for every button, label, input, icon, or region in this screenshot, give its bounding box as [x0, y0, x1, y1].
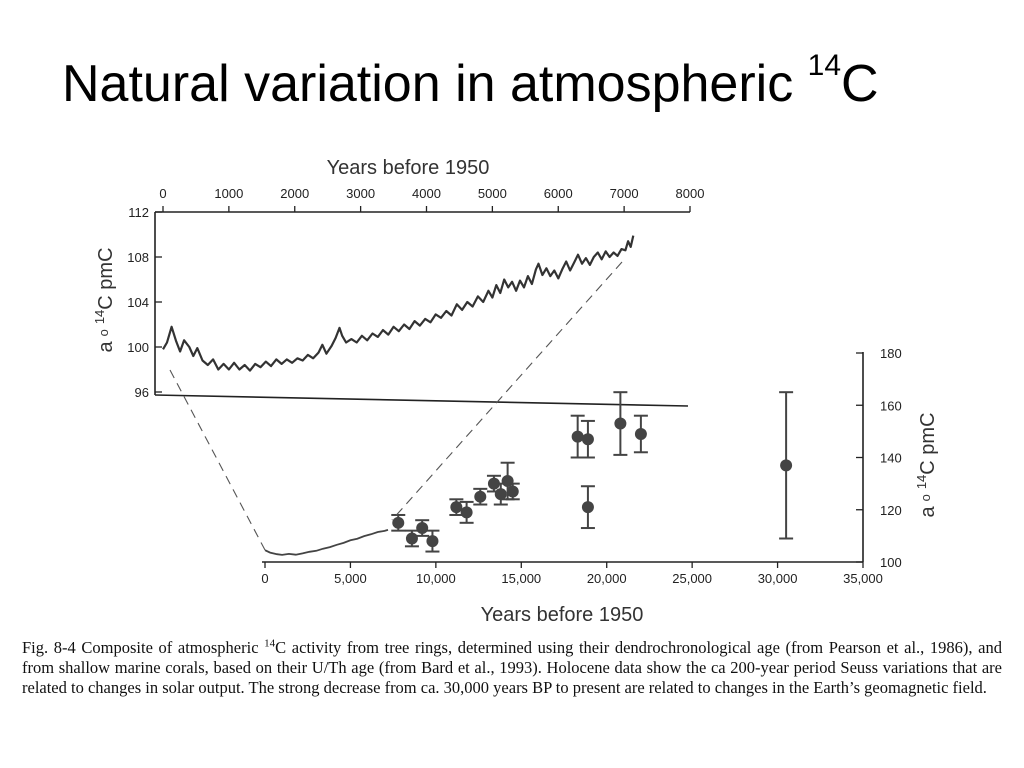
- bottom-x-tick-label: 30,000: [758, 571, 798, 586]
- slide-title-text: Natural variation in atmospheric: [62, 55, 808, 113]
- composite-figure: 0 1000 2000 3000 4000 5000 6000 7000 8000 961001…: [92, 157, 939, 626]
- data-point-marker: [506, 485, 519, 498]
- top-x-tick-label: 6000: [544, 186, 573, 201]
- bottom-x-tick-label: 25,000: [672, 571, 712, 586]
- top-y-tick-label: 108: [127, 250, 149, 265]
- bottom-x-tick-label: 35,000: [843, 571, 883, 586]
- bottom-x-tick-label: 10,000: [416, 571, 456, 586]
- data-point-marker: [405, 532, 418, 545]
- bottom-y-tick-label: 120: [880, 503, 902, 518]
- bottom-y-tick-label: 100: [880, 555, 902, 570]
- data-point-marker: [581, 501, 594, 514]
- bottom-x-tick-label: 20,000: [587, 571, 627, 586]
- top-y-axis-title: ao 14C pmC: [92, 247, 117, 352]
- data-point-marker: [460, 506, 473, 519]
- connector-dashed-right: [391, 261, 623, 521]
- data-point-marker: [614, 417, 627, 430]
- connector-dashed-left: [169, 369, 266, 551]
- top-y-title-a: a: [95, 341, 117, 353]
- top-x-ticks: 0 1000 2000 3000 4000 5000 6000 7000 8000: [159, 186, 704, 212]
- data-point-marker: [571, 430, 584, 443]
- bottom-x-tick-label: 5,000: [334, 571, 367, 586]
- figure-caption: Fig. 8-4 Composite of atmospheric 14C ac…: [22, 638, 1002, 698]
- top-y-tick-label: 96: [135, 385, 149, 400]
- slide-title: Natural variation in atmospheric 14C: [62, 49, 879, 116]
- bottom-x-axis-title: Years before 1950: [481, 604, 644, 626]
- coral-data-point: [505, 482, 520, 501]
- top-x-tick-label: 8000: [676, 186, 705, 201]
- data-point-marker: [416, 522, 429, 535]
- data-point-marker: [474, 490, 487, 503]
- caption-sup: 14: [264, 637, 276, 650]
- bottom-y-tick-label: 180: [880, 346, 902, 361]
- coral-chart: 0 5,000 10,000 15,000 20,000 25,000 30,000 35,0…: [261, 346, 939, 626]
- coral-data-point: [449, 498, 464, 516]
- data-point-marker: [450, 501, 463, 514]
- bottom-y-title-o: o: [918, 494, 933, 501]
- bottom-y-tick-label: 140: [880, 451, 902, 466]
- slide-title-sup: 14: [807, 49, 842, 82]
- bottom-x-tick-label: 0: [261, 571, 268, 586]
- coral-data-point: [459, 500, 474, 524]
- data-point-marker: [494, 488, 507, 501]
- top-x-tick-label: 3000: [346, 186, 375, 201]
- coral-data-point: [425, 529, 440, 553]
- coral-data-points: [391, 391, 794, 553]
- top-x-tick-label: 0: [159, 186, 166, 201]
- coral-data-point: [633, 414, 648, 454]
- bottom-y-title-rest: C pmC: [917, 412, 939, 474]
- top-x-tick-label: 7000: [610, 186, 639, 201]
- coral-data-point: [779, 391, 794, 540]
- top-y-title-sup: 14: [92, 310, 107, 324]
- top-y-tick-label: 112: [128, 205, 149, 220]
- coral-data-point: [391, 513, 406, 532]
- data-point-marker: [392, 516, 405, 529]
- coral-data-point: [404, 529, 419, 548]
- top-y-ticks: 96 100 104 108 112: [127, 205, 162, 400]
- top-y-tick-label: 100: [127, 340, 149, 355]
- coral-data-point: [570, 414, 585, 459]
- data-point-marker: [426, 535, 439, 548]
- tree-ring-chart: 0 1000 2000 3000 4000 5000 6000 7000 8000 96 100 1…: [92, 157, 704, 407]
- top-y-title-o: o: [96, 329, 111, 336]
- coral-data-point: [613, 391, 628, 456]
- caption-part2: C activity from tree rings, determined u…: [22, 638, 1002, 697]
- top-bottom-line: [154, 394, 689, 407]
- data-point-marker: [780, 459, 793, 472]
- top-x-tick-label: 1000: [214, 186, 243, 201]
- top-y-tick-label: 104: [127, 295, 149, 310]
- bottom-y-title-a: a: [917, 506, 939, 518]
- tree-ring-series-line: [162, 235, 635, 372]
- top-x-tick-label: 2000: [280, 186, 309, 201]
- bottom-y-ticks: 100 120 140 160 180: [856, 346, 902, 570]
- bottom-y-title-sup: 14: [914, 475, 929, 489]
- slide-title-suffix: C: [841, 55, 879, 113]
- holocene-compressed-line: [264, 529, 389, 556]
- coral-data-point: [415, 519, 430, 537]
- bottom-y-tick-label: 160: [880, 398, 902, 413]
- top-x-tick-label: 4000: [412, 186, 441, 201]
- top-y-title-rest: C pmC: [95, 247, 117, 309]
- coral-data-point: [580, 419, 595, 459]
- top-x-axis-title: Years before 1950: [327, 157, 490, 179]
- bottom-x-tick-label: 15,000: [501, 571, 541, 586]
- top-x-tick-label: 5000: [478, 186, 507, 201]
- data-point-marker: [634, 427, 647, 440]
- data-point-marker: [581, 433, 594, 446]
- caption-part1: Fig. 8-4 Composite of atmospheric: [22, 638, 265, 657]
- bottom-y-axis-title: ao 14C pmC: [914, 412, 939, 517]
- bottom-x-ticks: 0 5,000 10,000 15,000 20,000 25,000 30,000 35,0…: [261, 562, 883, 586]
- coral-data-point: [580, 485, 595, 530]
- coral-data-point: [473, 487, 488, 506]
